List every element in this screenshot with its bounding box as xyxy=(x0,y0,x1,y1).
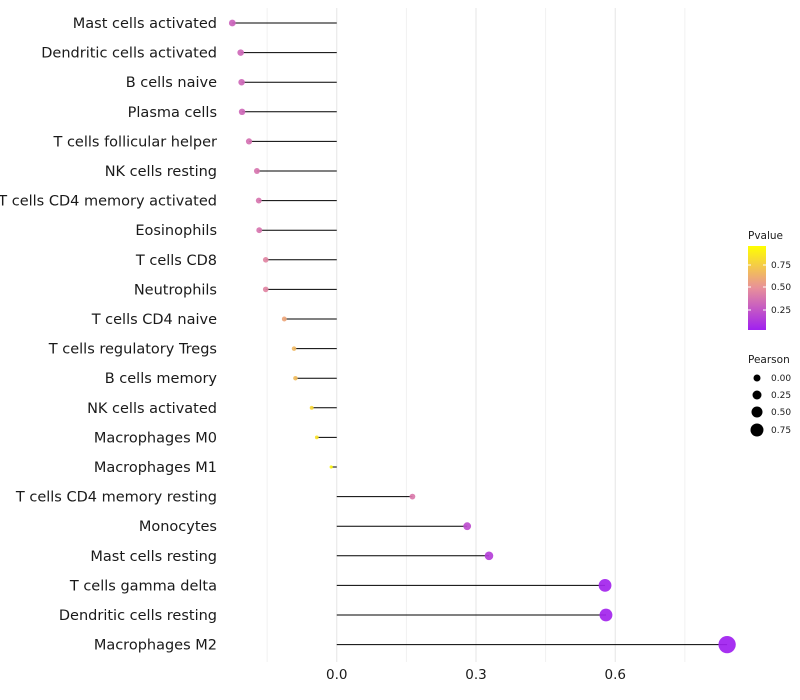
category-label: B cells memory xyxy=(105,371,218,387)
data-point xyxy=(293,375,298,381)
data-point xyxy=(228,19,236,27)
data-point xyxy=(238,78,245,86)
data-point xyxy=(281,316,287,322)
data-point xyxy=(262,257,269,263)
color-legend-tick: 0.75 xyxy=(771,261,791,271)
data-point xyxy=(598,578,612,592)
category-label: Mast cells resting xyxy=(90,549,217,565)
color-legend-tick: 0.50 xyxy=(771,283,791,293)
points xyxy=(228,19,736,654)
x-axis-ticks: 0.0 0.3 0.6 xyxy=(326,667,626,683)
size-legend: Pearson 0.00 0.25 0.50 0.75 xyxy=(748,354,791,437)
category-label: Dendritic cells activated xyxy=(41,46,217,62)
category-label: NK cells activated xyxy=(87,401,217,417)
data-point xyxy=(314,435,319,440)
size-legend-dot xyxy=(752,390,762,400)
stems xyxy=(232,22,728,646)
x-tick-label: 0.6 xyxy=(605,667,626,683)
color-legend-tick: 0.25 xyxy=(771,306,791,316)
data-point xyxy=(237,49,244,56)
color-legend-bar xyxy=(748,246,766,330)
size-legend-dot xyxy=(750,423,764,437)
data-point xyxy=(599,608,613,622)
category-label: Mast cells activated xyxy=(73,16,217,32)
data-point xyxy=(255,197,262,204)
color-legend-title: Pvalue xyxy=(748,230,783,242)
category-label: Dendritic cells resting xyxy=(59,608,217,624)
data-point xyxy=(409,493,416,500)
category-label: Neutrophils xyxy=(134,282,217,298)
size-legend-dot xyxy=(753,374,761,382)
data-point xyxy=(253,168,260,174)
category-label: T cells CD4 memory activated xyxy=(0,194,217,210)
data-point xyxy=(718,635,736,654)
size-legend-label: 0.50 xyxy=(771,408,791,418)
category-label: B cells naive xyxy=(126,75,217,91)
x-tick-label: 0.3 xyxy=(465,667,486,683)
size-legend-title: Pearson xyxy=(748,354,790,366)
category-label: Eosinophils xyxy=(135,223,217,239)
category-label: Macrophages M0 xyxy=(94,430,217,446)
size-legend-label: 0.25 xyxy=(771,391,791,401)
x-tick-label: 0.0 xyxy=(326,667,347,683)
data-point xyxy=(463,522,472,531)
category-label: T cells gamma delta xyxy=(69,578,217,594)
category-labels: Mast cells activated Dendritic cells acti… xyxy=(0,16,217,654)
size-legend-label: 0.00 xyxy=(771,374,791,384)
category-label: NK cells resting xyxy=(105,164,217,180)
color-legend: Pvalue 0.25 0.50 0.75 xyxy=(748,230,791,330)
data-point xyxy=(329,465,333,469)
category-label: T cells regulatory Tregs xyxy=(48,342,217,358)
size-legend-dot xyxy=(751,406,763,418)
data-point xyxy=(262,286,269,293)
data-point xyxy=(245,138,253,145)
data-point xyxy=(256,227,263,234)
gridlines xyxy=(266,8,686,662)
data-point xyxy=(309,405,314,410)
category-label: Plasma cells xyxy=(128,105,217,121)
category-label: T cells follicular helper xyxy=(52,134,217,150)
data-point xyxy=(291,346,297,351)
size-legend-label: 0.75 xyxy=(771,426,791,436)
category-label: T cells CD4 memory resting xyxy=(15,490,217,506)
category-label: Macrophages M2 xyxy=(94,638,217,654)
category-label: Macrophages M1 xyxy=(94,460,217,476)
data-point xyxy=(238,108,246,116)
category-label: T cells CD4 naive xyxy=(91,312,217,328)
category-label: T cells CD8 xyxy=(135,253,217,269)
category-label: Monocytes xyxy=(139,519,217,535)
data-point xyxy=(484,551,494,561)
